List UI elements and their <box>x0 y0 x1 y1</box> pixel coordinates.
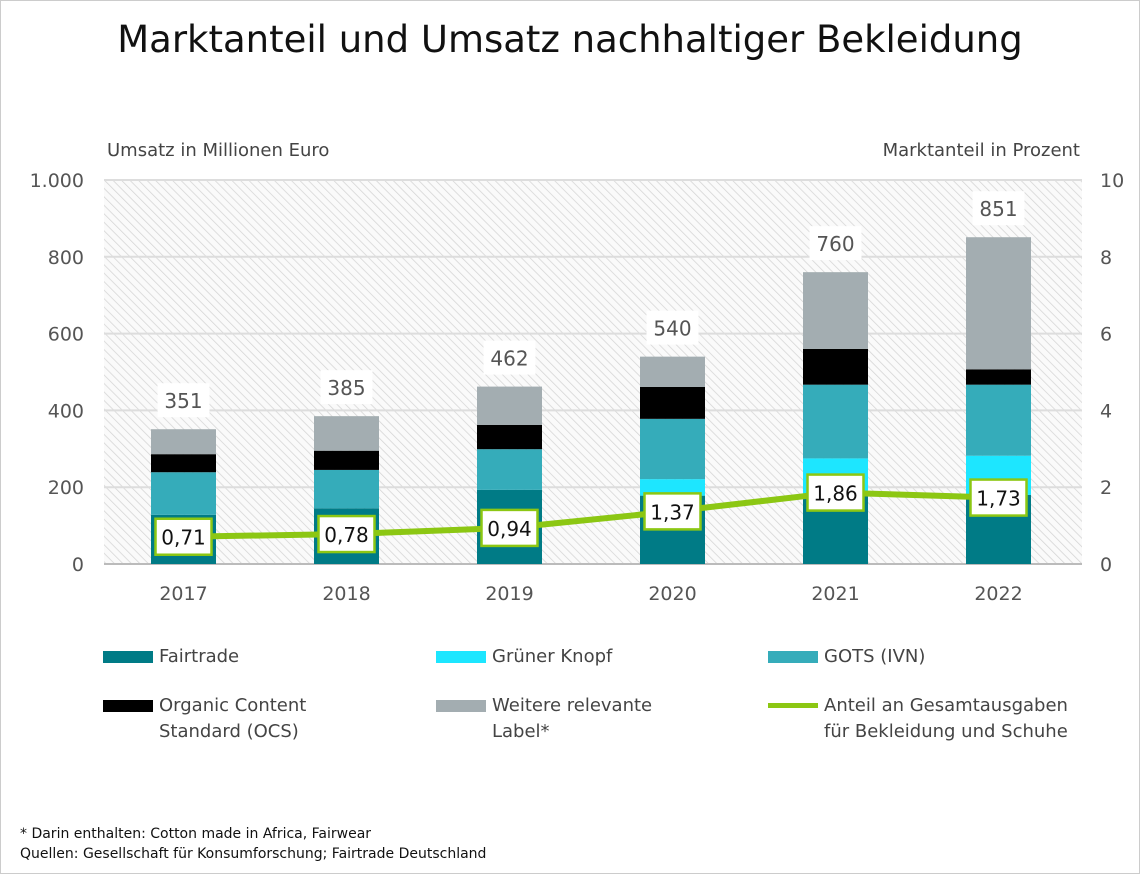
bar-segment-weitere-relevante-label- <box>477 386 542 425</box>
bar-segment-weitere-relevante-label- <box>966 237 1031 370</box>
legend-swatch <box>436 651 486 663</box>
line-point-label: 1,73 <box>976 487 1021 511</box>
legend-swatch <box>768 703 818 708</box>
bar-segment-gots-ivn- <box>477 449 542 490</box>
legend-label-line2: Label* <box>492 721 550 742</box>
x-tick-label: 2021 <box>811 583 859 605</box>
total-label: 540 <box>653 317 691 341</box>
total-label-bg <box>157 383 210 418</box>
x-tick-label: 2022 <box>974 583 1022 605</box>
bar-segment-organic-content-standard-ocs- <box>151 454 216 473</box>
total-label-bg <box>646 310 699 345</box>
x-tick-label: 2019 <box>485 583 533 605</box>
plot-background <box>104 180 1082 564</box>
line-point-label-box <box>643 492 702 531</box>
bar-segment-gots-ivn- <box>966 384 1031 456</box>
bar-segment-gots-ivn- <box>640 418 705 480</box>
x-tick-label: 2018 <box>322 583 370 605</box>
total-label-bg <box>972 191 1025 226</box>
bar-segment-weitere-relevante-label- <box>314 416 379 451</box>
y-tick-label: 0 <box>72 554 84 576</box>
y-axis-title-right: Marktanteil in Prozent <box>882 140 1080 161</box>
total-label: 351 <box>164 389 202 413</box>
y2-tick-label: 4 <box>1100 400 1112 422</box>
total-label: 851 <box>979 197 1017 221</box>
legend-label-line2: Standard (OCS) <box>159 721 299 742</box>
y-tick-label: 400 <box>48 400 84 422</box>
x-tick-label: 2017 <box>159 583 207 605</box>
line-point-label-box <box>969 478 1028 517</box>
line-point-label: 1,86 <box>813 482 858 506</box>
line-point-label-box <box>317 514 376 554</box>
legend-item: Fairtrade <box>159 644 239 670</box>
bar-segment-weitere-relevante-label- <box>803 272 868 349</box>
legend-label: Grüner Knopf <box>492 646 613 667</box>
legend-item: Grüner Knopf <box>492 644 612 670</box>
bar-segment-organic-content-standard-ocs- <box>314 450 379 470</box>
footnote: * Darin enthalten: Cotton made in Africa… <box>20 826 372 842</box>
y2-tick-label: 6 <box>1100 324 1112 346</box>
legend-item: GOTS (IVN) <box>824 644 925 670</box>
total-label: 462 <box>490 347 528 371</box>
bar-segment-weitere-relevante-label- <box>151 429 216 455</box>
y2-tick-label: 0 <box>1100 554 1112 576</box>
bar-segment-gots-ivn- <box>803 384 868 459</box>
line-point-label-box <box>806 473 865 512</box>
line-point-label-box <box>480 508 539 548</box>
legend-swatch <box>436 700 486 712</box>
bar-segment-gots-ivn- <box>314 469 379 509</box>
line-point-label: 0,71 <box>161 526 206 550</box>
legend-item: Organic Content Standard (OCS) <box>159 693 306 745</box>
legend-item: Weitere relevante Label* <box>492 693 652 745</box>
bar-segment-organic-content-standard-ocs- <box>477 424 542 450</box>
total-label-bg <box>483 340 536 375</box>
bar-segment-organic-content-standard-ocs- <box>966 369 1031 385</box>
bar-segment-organic-content-standard-ocs- <box>803 348 868 385</box>
legend-swatch <box>103 700 153 712</box>
x-tick-label: 2020 <box>648 583 696 605</box>
legend-label: Fairtrade <box>159 646 240 667</box>
bar-segment-gr-ner-knopf <box>640 479 705 496</box>
total-label-bg <box>809 226 862 261</box>
bar-segment-gots-ivn- <box>151 472 216 515</box>
legend-label-line2: für Bekleidung und Schuhe <box>824 721 1068 742</box>
legend-label: Weitere relevante <box>492 695 653 716</box>
y-tick-label: 800 <box>48 247 84 269</box>
line-point-label-box <box>154 517 213 556</box>
y-axis-title-left: Umsatz in Millionen Euro <box>107 140 330 161</box>
y-tick-label: 1.000 <box>30 170 84 192</box>
legend-swatch <box>768 651 818 663</box>
line-point-label: 0,94 <box>487 517 532 541</box>
total-label: 760 <box>816 232 854 256</box>
bar-segment-organic-content-standard-ocs- <box>640 386 705 419</box>
line-point-label: 0,78 <box>324 523 369 547</box>
y2-tick-label: 8 <box>1100 247 1112 269</box>
legend-swatch <box>103 651 153 663</box>
chart-title: Marktanteil und Umsatz nachhaltiger Bekl… <box>117 18 1023 61</box>
y2-tick-label: 10 <box>1100 170 1124 192</box>
line-point-label: 1,37 <box>650 500 695 524</box>
legend-label: Anteil an Gesamtausgaben <box>824 695 1068 716</box>
legend-item: Anteil an Gesamtausgaben für Bekleidung u… <box>824 693 1068 745</box>
y-tick-label: 200 <box>48 477 84 499</box>
y-tick-label: 600 <box>48 324 84 346</box>
legend-label: Organic Content <box>159 695 307 716</box>
legend-label: GOTS (IVN) <box>824 646 926 667</box>
y2-tick-label: 2 <box>1100 477 1112 499</box>
total-label: 385 <box>327 376 365 400</box>
bar-segment-weitere-relevante-label- <box>640 356 705 387</box>
source-note: Quellen: Gesellschaft für Konsumforschun… <box>20 846 487 862</box>
total-label-bg <box>320 370 373 405</box>
